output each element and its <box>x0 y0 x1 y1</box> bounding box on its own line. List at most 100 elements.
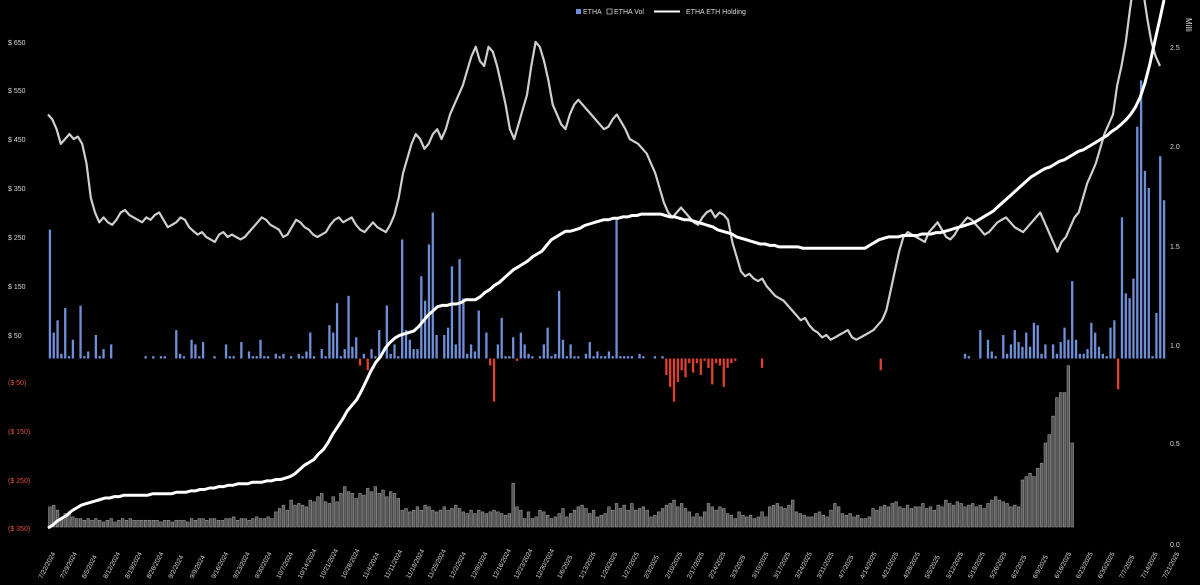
volume-bar <box>986 503 990 528</box>
inflow-bar <box>473 351 477 359</box>
volume-bar <box>542 511 546 528</box>
inflow-bar <box>1151 356 1154 359</box>
inflow-bar <box>450 266 454 359</box>
inflow-bar <box>347 295 350 359</box>
volume-bar <box>668 503 672 528</box>
inflow-bar <box>1021 346 1024 359</box>
inflow-bar <box>527 353 530 359</box>
volume-bar <box>159 521 163 528</box>
x-tick-label: 1/20/2025 <box>600 551 620 580</box>
volume-bar <box>362 494 366 528</box>
inflow-bar <box>1094 332 1097 359</box>
inflow-bar <box>102 349 105 359</box>
volume-bar <box>756 516 760 528</box>
volume-bar <box>442 506 446 528</box>
volume-bar <box>940 506 944 528</box>
volume-bar <box>431 509 435 528</box>
inflow-bar <box>83 356 86 359</box>
volume-bar <box>266 516 270 528</box>
volume-bar <box>98 519 102 528</box>
volume-bar <box>787 504 791 528</box>
inflow-bar <box>1109 327 1112 359</box>
volume-bar <box>197 518 201 528</box>
x-tick-label: 3/3/2025 <box>729 554 747 580</box>
volume-bar <box>312 501 316 528</box>
volume-bar <box>913 506 917 528</box>
x-tick-label: 6/23/2025 <box>1075 551 1095 580</box>
inflow-bar <box>496 344 500 359</box>
x-tick-label: 5/19/2025 <box>967 551 987 580</box>
y-left-tick-label: $ 450 <box>8 137 26 144</box>
volume-bar <box>990 499 994 528</box>
volume-bar <box>155 519 159 528</box>
inflow-bar <box>979 330 982 359</box>
volume-bar <box>1066 365 1071 528</box>
inflow-bar <box>508 356 511 359</box>
volume-bar <box>492 509 496 528</box>
volume-bar <box>300 504 305 528</box>
inflow-bar <box>182 356 186 359</box>
y-left-tick-label: $ 250 <box>8 235 26 242</box>
outflow-bar <box>726 358 729 368</box>
inflow-bar <box>1162 200 1166 359</box>
volume-bar <box>779 506 783 528</box>
inflow-bar <box>79 305 82 359</box>
inflow-bar <box>309 332 312 359</box>
volume-bar <box>94 518 98 528</box>
inflow-bar <box>1002 335 1005 359</box>
volume-bar <box>993 496 998 528</box>
volume-bar <box>48 506 52 528</box>
volume-bar <box>702 511 707 528</box>
volume-bar <box>557 513 561 528</box>
volume-bar <box>718 506 722 528</box>
inflow-bar <box>512 337 515 359</box>
inflow-bar <box>619 356 622 359</box>
volume-bar <box>530 518 534 528</box>
x-tick-label: 2/3/2025 <box>643 554 661 580</box>
x-tick-label: 7/22/2024 <box>38 551 58 580</box>
volume-bar <box>568 513 573 528</box>
volume-bar <box>867 516 871 528</box>
inflow-bar <box>335 303 339 359</box>
volume-bar <box>105 519 109 528</box>
volume-bar <box>446 509 450 528</box>
inflow-bar <box>577 356 580 359</box>
volume-bar <box>649 516 653 528</box>
inflow-bar <box>416 349 419 359</box>
outflow-bar <box>358 358 362 366</box>
volume-bar <box>235 519 240 528</box>
x-tick-label: 12/16/2024 <box>491 548 513 580</box>
volume-bar <box>186 521 190 528</box>
outflow-bar <box>730 358 733 364</box>
inflow-bar <box>1009 344 1013 359</box>
volume-bar <box>389 491 393 528</box>
inflow-bar <box>557 290 561 359</box>
volume-bar <box>323 501 328 528</box>
inflow-bar <box>963 353 967 359</box>
volume-bar <box>427 506 431 528</box>
outflow-bar <box>707 358 710 368</box>
volume-bar <box>944 499 948 528</box>
x-tick-label: 12/2/2024 <box>448 551 468 580</box>
inflow-bar <box>259 339 262 359</box>
y-right-tick-label: 2.5 <box>1170 45 1180 52</box>
volume-bar <box>140 519 144 528</box>
volume-bar <box>438 509 443 528</box>
volume-bar <box>247 519 251 528</box>
x-tick-label: 7/7/2025 <box>1118 554 1136 580</box>
volume-bar <box>335 501 339 528</box>
inflow-bar <box>255 356 258 359</box>
volume-bar <box>1043 442 1048 528</box>
x-tick-label: 3/17/2025 <box>772 551 792 580</box>
inflow-bar <box>1040 353 1043 359</box>
x-tick-label: 5/26/2025 <box>989 551 1009 580</box>
y-left-tick-label: ($ 150) <box>8 429 30 436</box>
volume-bar <box>293 504 297 528</box>
volume-bar <box>921 503 925 528</box>
inflow-bar <box>458 259 461 359</box>
volume-bar <box>821 514 825 528</box>
inflow-bar <box>1051 344 1055 359</box>
inflow-bar <box>1128 298 1131 359</box>
inflow-bar <box>554 353 557 359</box>
volume-bar <box>1009 506 1013 528</box>
